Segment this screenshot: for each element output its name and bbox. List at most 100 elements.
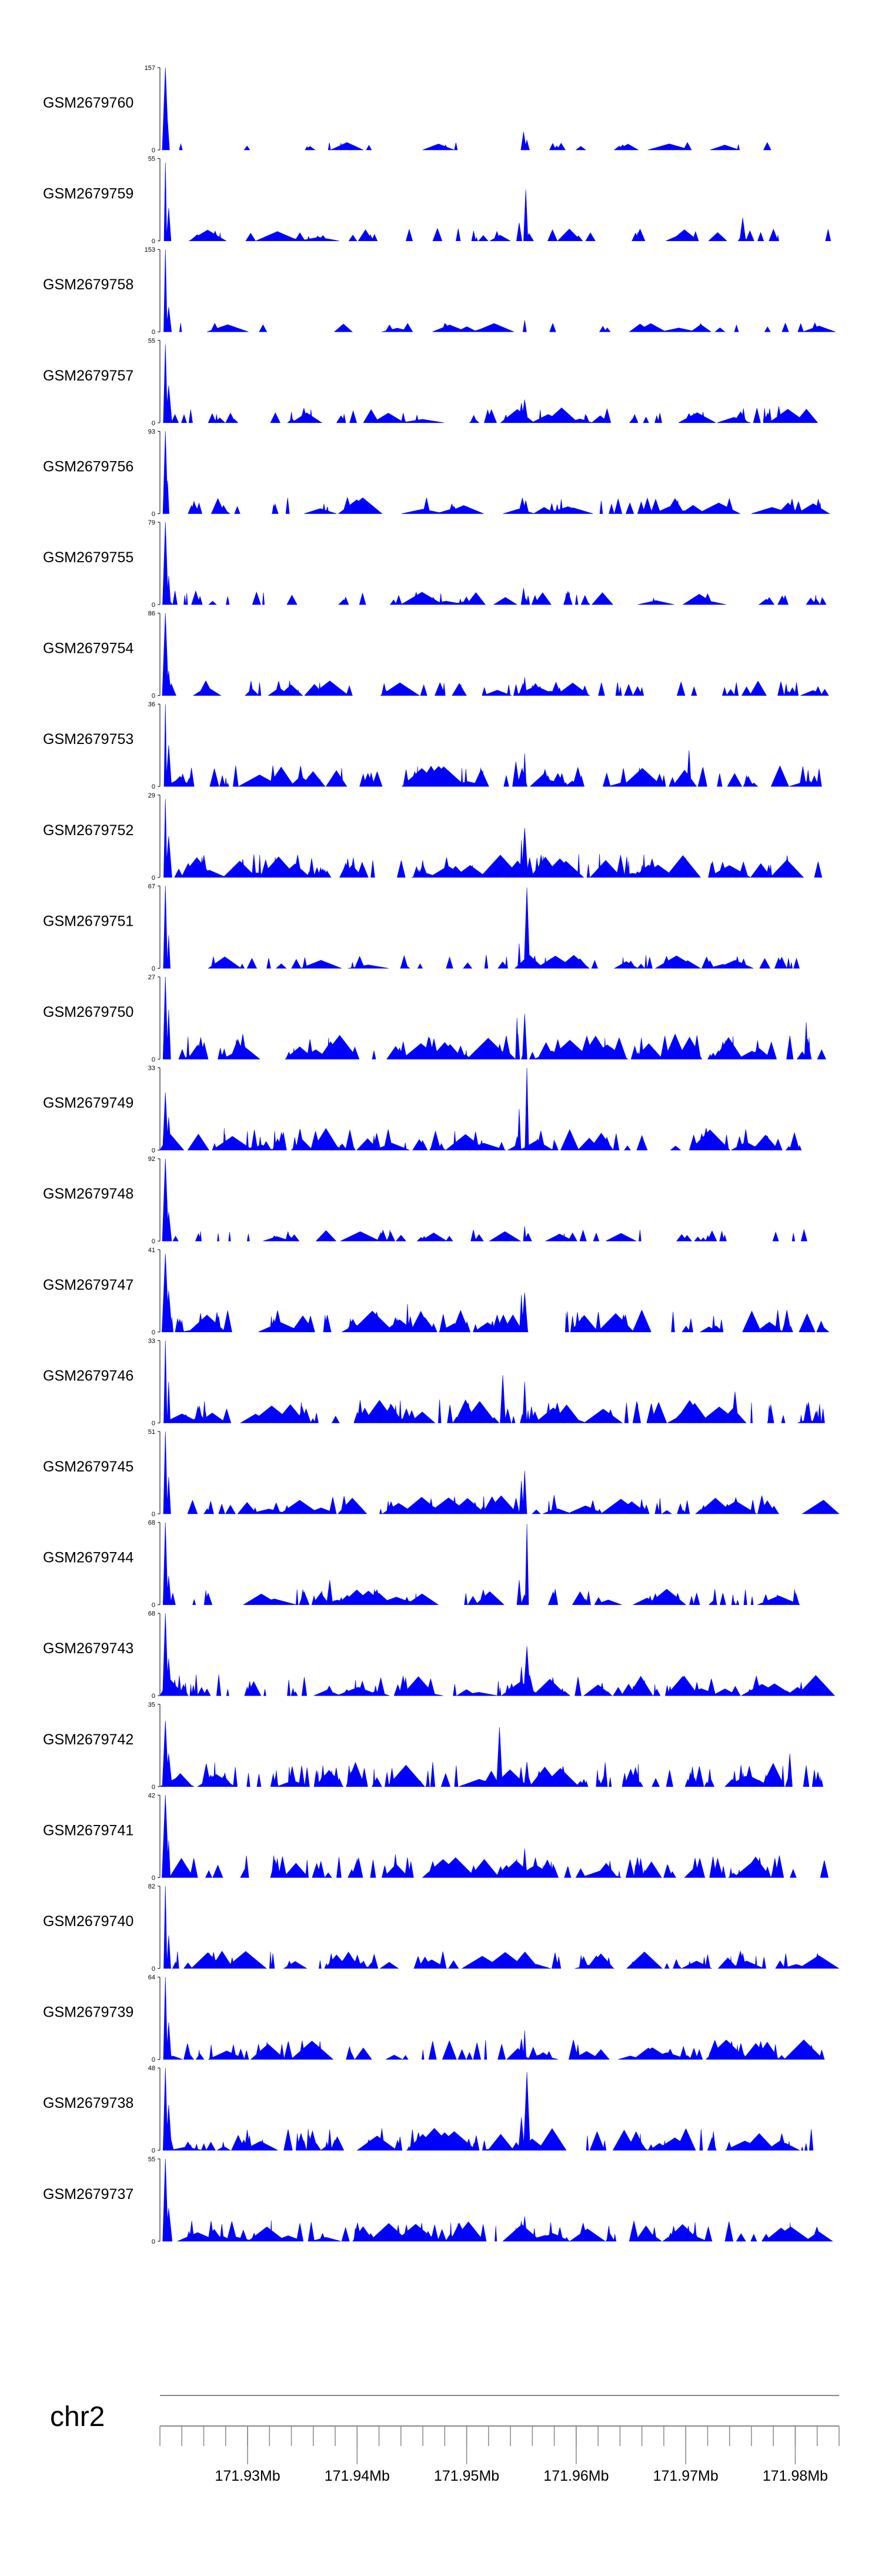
coverage-track: GSM2679759 55 0	[43, 156, 831, 245]
coverage-area	[159, 1067, 802, 1150]
track-ymax-label: 51	[148, 1429, 155, 1436]
track-label: GSM2679754	[43, 640, 133, 657]
coverage-track: GSM2679741 42 0	[43, 1792, 829, 1881]
coverage-track: GSM2679746 33 0	[43, 1337, 825, 1427]
track-label: GSM2679747	[43, 1277, 133, 1293]
coverage-area	[159, 1720, 824, 1787]
track-ymax-label: 67	[148, 883, 155, 890]
track-ymax-label: 93	[148, 428, 155, 435]
coverage-area	[163, 886, 800, 969]
track-ymin-label: 0	[152, 420, 155, 427]
track-ymax-label: 86	[148, 610, 155, 618]
tick-label: 171.98Mb	[763, 2468, 828, 2484]
track-ymax-label: 27	[148, 974, 155, 981]
coverage-area	[163, 1431, 840, 1514]
track-ymin-label: 0	[152, 1874, 155, 1881]
coverage-track: GSM2679742 35 0	[43, 1701, 824, 1791]
coverage-track: GSM2679738 48 0	[43, 2065, 814, 2154]
track-label: GSM2679758	[43, 276, 133, 293]
track-ymax-label: 55	[148, 2156, 155, 2163]
coverage-track: GSM2679745 51 0	[43, 1429, 840, 1518]
track-ymin-label: 0	[152, 329, 155, 336]
track-label: GSM2679755	[43, 549, 133, 566]
coverage-area	[162, 2068, 814, 2151]
track-ymin-label: 0	[152, 965, 155, 972]
track-label: GSM2679752	[43, 822, 133, 839]
coverage-track: GSM2679757 55 0	[43, 338, 818, 427]
track-label: GSM2679750	[43, 1004, 133, 1020]
track-ymin-label: 0	[152, 2147, 155, 2154]
track-ymax-label: 153	[145, 246, 155, 253]
coverage-track: GSM2679749 33 0	[43, 1065, 802, 1154]
coverage-area	[163, 249, 836, 332]
track-label: GSM2679737	[43, 2186, 133, 2203]
track-ymin-label: 0	[152, 510, 155, 518]
chromosome-label: chr2	[50, 2401, 105, 2432]
track-label: GSM2679749	[43, 1095, 133, 1112]
track-ymax-label: 33	[148, 1337, 155, 1344]
coverage-track: GSM2679740 82 0	[43, 1883, 840, 1973]
coverage-tracks: GSM2679760 157 0 GSM2679759 55 0 GSM2679758 153…	[43, 65, 840, 2245]
track-label: GSM2679739	[43, 2004, 133, 2021]
coverage-track: GSM2679753 36 0	[43, 701, 823, 790]
coverage-area	[162, 1795, 829, 1878]
track-ymin-label: 0	[152, 1147, 155, 1154]
coverage-area	[162, 976, 827, 1060]
track-ymin-label: 0	[152, 783, 155, 790]
coverage-area	[163, 1340, 825, 1423]
coverage-area	[162, 1522, 800, 1605]
coverage-area	[159, 1613, 836, 1696]
track-ymin-label: 0	[152, 1238, 155, 1245]
track-ymax-label: 64	[148, 1974, 155, 1981]
coverage-area	[162, 431, 830, 514]
coverage-track: GSM2679758 153 0	[43, 246, 836, 336]
coverage-track: GSM2679743 68 0	[43, 1610, 836, 1700]
track-label: GSM2679744	[43, 1550, 133, 1566]
genome-axis: chr2 171.93Mb 171.94Mb 171.95Mb 171.96Mb 171…	[50, 2395, 840, 2484]
coverage-track: GSM2679756 93 0	[43, 428, 830, 518]
track-label: GSM2679760	[43, 95, 133, 111]
track-ymax-label: 55	[148, 156, 155, 163]
coverage-area	[162, 1253, 830, 1333]
track-ymin-label: 0	[152, 1602, 155, 1609]
tick-label: 171.97Mb	[653, 2468, 719, 2484]
coverage-area	[163, 162, 831, 241]
coverage-area	[163, 1886, 840, 1969]
coverage-area	[163, 1977, 825, 2060]
coverage-track: GSM2679752 29 0	[43, 792, 823, 882]
coverage-area	[163, 704, 823, 787]
coverage-area	[162, 2158, 833, 2242]
coverage-track: GSM2679751 67 0	[43, 883, 800, 972]
track-label: GSM2679741	[43, 1822, 133, 1838]
track-ymax-label: 92	[148, 1156, 155, 1163]
track-ymin-label: 0	[152, 1420, 155, 1427]
track-ymin-label: 0	[152, 1511, 155, 1518]
track-ymax-label: 79	[148, 519, 155, 526]
track-label: GSM2679742	[43, 1731, 133, 1748]
coverage-area	[163, 799, 823, 878]
track-label: GSM2679745	[43, 1459, 133, 1475]
track-label: GSM2679748	[43, 1186, 133, 1202]
tick-label: 171.94Mb	[325, 2468, 390, 2484]
track-ymin-label: 0	[152, 2238, 155, 2245]
track-ymax-label: 42	[148, 1792, 155, 1799]
coverage-area	[162, 67, 771, 151]
track-ymin-label: 0	[152, 2057, 155, 2064]
track-label: GSM2679738	[43, 2095, 133, 2111]
track-label: GSM2679740	[43, 1913, 133, 1930]
track-ymin-label: 0	[152, 147, 155, 154]
track-label: GSM2679746	[43, 1367, 133, 1384]
track-ymax-label: 33	[148, 1065, 155, 1072]
track-ymax-label: 48	[148, 2065, 155, 2072]
track-ymin-label: 0	[152, 238, 155, 245]
track-ymin-label: 0	[152, 1329, 155, 1336]
coverage-track: GSM2679744 68 0	[43, 1520, 800, 1609]
coverage-area	[162, 613, 829, 696]
track-ymin-label: 0	[152, 875, 155, 882]
coverage-track: GSM2679737 55 0	[43, 2156, 833, 2245]
track-ymax-label: 157	[145, 65, 155, 72]
track-ymin-label: 0	[152, 602, 155, 609]
track-label: GSM2679759	[43, 186, 133, 202]
coverage-area	[162, 1159, 807, 1242]
tick-label: 171.95Mb	[434, 2468, 499, 2484]
